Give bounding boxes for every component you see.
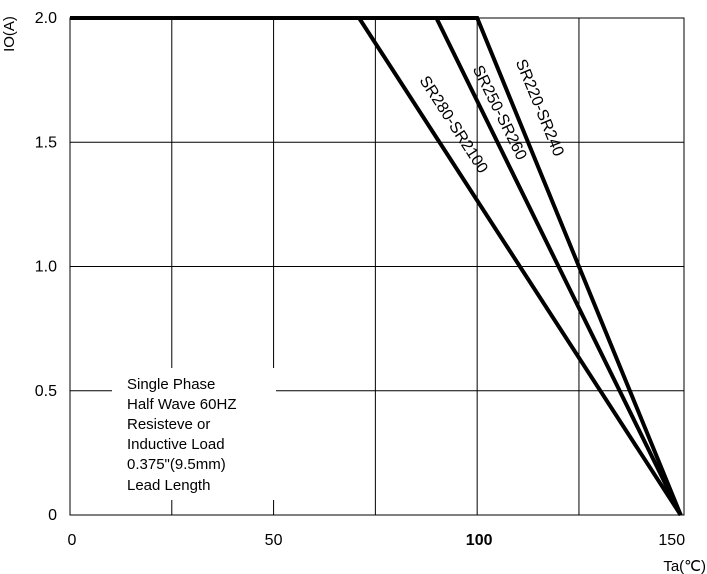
conditions-annotation: Single Phase Half Wave 60HZ Resisteve or… [127, 376, 236, 494]
x-tick-label: 100 [466, 532, 493, 549]
annotation-background [112, 368, 276, 500]
annotation-line-1: Single Phase [127, 376, 215, 393]
y-tick-label: 0 [48, 507, 57, 524]
y-tick-label: 2.0 [35, 10, 57, 27]
y-tick-label: 1.0 [35, 259, 57, 276]
y-axis-label: IO(A) [1, 16, 18, 52]
x-tick-label: 0 [68, 532, 77, 549]
y-tick-label: 1.5 [35, 134, 57, 151]
x-tick-labels: 0 50 100 150 [68, 532, 686, 549]
series-line [70, 16, 683, 516]
annotation-line-5: 0.375"(9.5mm) [127, 456, 226, 473]
x-tick-label: 150 [658, 532, 685, 549]
y-tick-label: 0.5 [35, 383, 57, 400]
annotation-line-2: Half Wave 60HZ [127, 396, 236, 413]
series-lines [70, 16, 683, 517]
annotation-line-3: Resisteve or [127, 416, 210, 433]
x-tick-label: 50 [265, 532, 283, 549]
y-tick-labels: 0 0.5 1.0 1.5 2.0 [35, 10, 57, 524]
annotation-line-6: Lead Length [127, 477, 210, 494]
x-axis-label: Ta(℃) [663, 558, 706, 574]
annotation-line-4: Inductive Load [127, 436, 225, 453]
